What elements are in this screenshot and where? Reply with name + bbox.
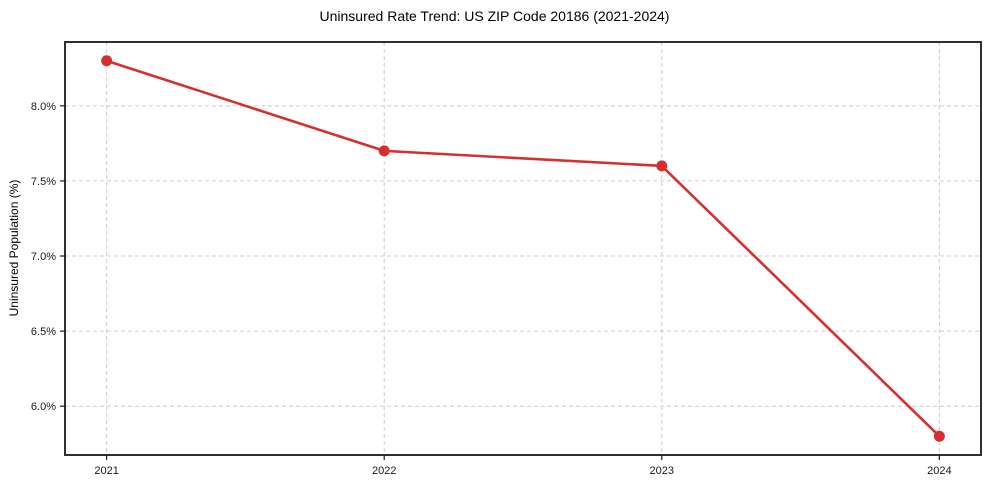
x-tick-label: 2021	[94, 465, 118, 477]
data-point-marker	[101, 55, 113, 67]
y-tick-label: 8.0%	[31, 101, 56, 113]
trend-line	[105, 59, 941, 438]
y-tick-label: 6.5%	[31, 326, 56, 338]
y-tick-label: 7.0%	[31, 251, 56, 263]
y-tick-label: 7.5%	[31, 176, 56, 188]
data-point-marker	[378, 145, 390, 157]
x-tick-label: 2022	[372, 465, 396, 477]
chart-title: Uninsured Rate Trend: US ZIP Code 20186 …	[319, 8, 670, 24]
x-tick-label: 2024	[927, 465, 951, 477]
data-point-marker	[656, 160, 668, 172]
y-tick-label: 6.0%	[31, 401, 56, 413]
x-tick-label: 2023	[650, 465, 674, 477]
axes-frame	[64, 41, 982, 456]
data-point-marker	[933, 430, 945, 442]
